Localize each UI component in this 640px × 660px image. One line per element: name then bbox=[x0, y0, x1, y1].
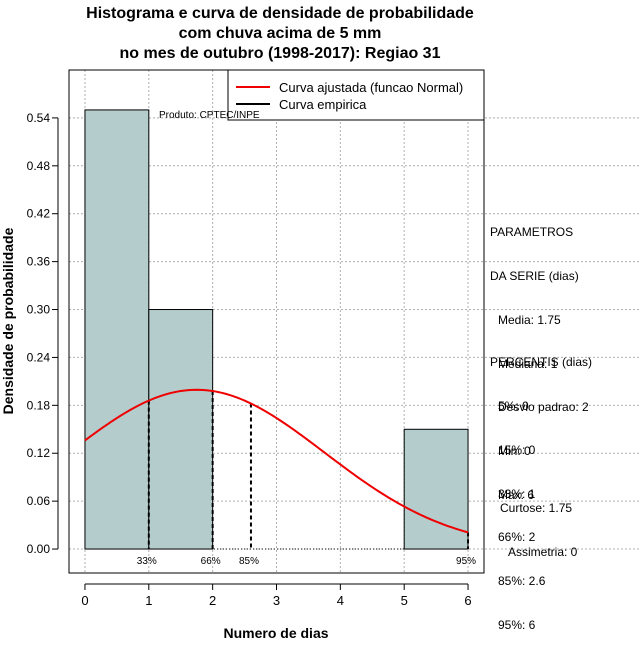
chart-title-line-3: no mes de outubro (1998-2017): Regiao 31 bbox=[119, 45, 441, 62]
y-tick-label: 0.42 bbox=[27, 207, 51, 221]
params-title-2: DA SERIE (dias) bbox=[490, 268, 579, 283]
stat-assimetria: Assimetria: 0 bbox=[508, 544, 578, 559]
y-tick-label: 0.06 bbox=[27, 494, 51, 508]
legend-label: Curva ajustada (funcao Normal) bbox=[279, 80, 463, 95]
y-axis-label: Densidade de probabilidade bbox=[0, 227, 16, 414]
stat-curtose: Curtose: 1.75 bbox=[500, 501, 573, 516]
x-tick-label: 6 bbox=[464, 593, 471, 608]
percentil-15: 15%: 0 bbox=[498, 442, 536, 457]
product-annotation: Produto: CPTEC/INPE bbox=[159, 110, 260, 121]
y-tick-label: 0.12 bbox=[27, 446, 51, 460]
y-tick-label: 0.24 bbox=[27, 350, 51, 364]
x-tick-label: 2 bbox=[209, 593, 216, 608]
params-title-1: PARAMETROS bbox=[490, 225, 574, 240]
stat-mediana: Mediana: 1 bbox=[498, 356, 558, 371]
y-tick-label: 0.30 bbox=[27, 303, 51, 317]
percentil-85: 85%: 2.6 bbox=[498, 574, 546, 589]
legend-label: Curva empirica bbox=[279, 97, 367, 112]
chart-title-line-1: Histograma e curva de densidade de proba… bbox=[86, 5, 474, 22]
histogram-bar bbox=[403, 428, 469, 550]
percentil-66: 66%: 2 bbox=[498, 530, 536, 545]
percentil-95: 95%: 6 bbox=[498, 617, 536, 632]
legend-box bbox=[227, 69, 485, 121]
stat-min: Min: 0 bbox=[498, 444, 531, 459]
normal-fit-curve bbox=[84, 388, 469, 534]
shape-panel: Curtose: 1.75 Assimetria: 0 bbox=[500, 472, 577, 574]
y-tick-label: 0.36 bbox=[27, 255, 51, 269]
stat-desvio: Desvio padrao: 2 bbox=[498, 400, 589, 415]
percentil-5: 5%: 0 bbox=[498, 398, 529, 413]
stats-panel: PARAMETROS DA SERIE (dias) Media: 1.75 M… bbox=[490, 196, 589, 517]
percentis-title: PERCENTIS (dias) bbox=[490, 355, 593, 370]
y-tick-label: 0.54 bbox=[27, 111, 51, 125]
x-tick-label: 5 bbox=[401, 593, 408, 608]
percentile-label: 95% bbox=[456, 556, 476, 567]
percentile-label: 66% bbox=[201, 556, 221, 567]
y-tick-label: 0.18 bbox=[27, 398, 51, 412]
x-tick-label: 0 bbox=[81, 593, 88, 608]
x-tick-label: 4 bbox=[337, 593, 344, 608]
chart-title-line-2: com chuva acima de 5 mm bbox=[178, 25, 382, 42]
y-tick-label: 0.48 bbox=[27, 159, 51, 173]
x-tick-label: 1 bbox=[145, 593, 152, 608]
y-tick-label: 0.00 bbox=[27, 542, 51, 556]
histogram-bar bbox=[148, 309, 214, 550]
stat-max: Max: 6 bbox=[498, 487, 535, 502]
percentis-panel: PERCENTIS (dias) 5%: 0 15%: 0 33%: 1 66%… bbox=[490, 326, 592, 647]
stat-media: Media: 1.75 bbox=[498, 312, 561, 327]
x-axis-label: Numero de dias bbox=[223, 625, 328, 641]
percentile-label: 33% bbox=[137, 556, 157, 567]
percentile-label: 85% bbox=[239, 556, 259, 567]
x-tick-label: 3 bbox=[273, 593, 280, 608]
histogram-bar bbox=[84, 109, 150, 550]
percentil-33: 33%: 1 bbox=[498, 486, 536, 501]
